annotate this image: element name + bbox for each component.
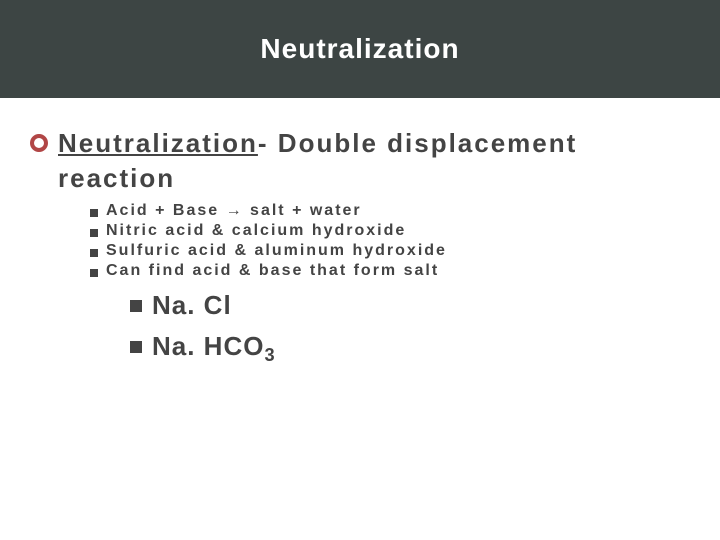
square-bullet-icon [130, 341, 142, 353]
sub2-main: Na. HCO [152, 331, 264, 361]
sub2-bullet-row: Na. Cl [130, 290, 690, 325]
sub-bullet-text: Nitric acid & calcium hydroxide [106, 222, 406, 240]
sub-bullet-row: Acid + Base → salt + water [90, 202, 690, 220]
slide-header: Neutralization [0, 0, 720, 98]
sub-bullet-text: Sulfuric acid & aluminum hydroxide [106, 242, 447, 260]
sub-bullet-row: Nitric acid & calcium hydroxide [90, 222, 690, 240]
square-bullet-icon [90, 209, 98, 217]
sub2-bullet-list: Na. Cl Na. HCO3 [130, 290, 690, 366]
sub2-bullet-text: Na. HCO3 [152, 331, 276, 366]
main-bullet-text: Neutralization- Double displacement reac… [58, 126, 690, 196]
sub-bullet-list: Acid + Base → salt + water Nitric acid &… [90, 202, 690, 280]
slide-title: Neutralization [260, 33, 459, 65]
square-bullet-icon [90, 229, 98, 237]
sub2-bullet-row: Na. HCO3 [130, 331, 690, 366]
main-underlined: Neutralization [58, 128, 258, 158]
sub2-bullet-text: Na. Cl [152, 290, 232, 325]
sub2-subscript: 3 [264, 346, 275, 366]
main-bullet-row: Neutralization- Double displacement reac… [30, 126, 690, 196]
slide-content: Neutralization- Double displacement reac… [0, 98, 720, 367]
square-bullet-icon [90, 249, 98, 257]
sub-bullet-row: Sulfuric acid & aluminum hydroxide [90, 242, 690, 260]
sub-bullet-text: Can find acid & base that form salt [106, 262, 439, 280]
square-bullet-icon [90, 269, 98, 277]
square-bullet-icon [130, 300, 142, 312]
sub-bullet-text: Acid + Base → salt + water [106, 202, 362, 220]
open-circle-bullet-icon [30, 134, 48, 152]
sub2-main: Na. Cl [152, 290, 232, 320]
sub-bullet-row: Can find acid & base that form salt [90, 262, 690, 280]
